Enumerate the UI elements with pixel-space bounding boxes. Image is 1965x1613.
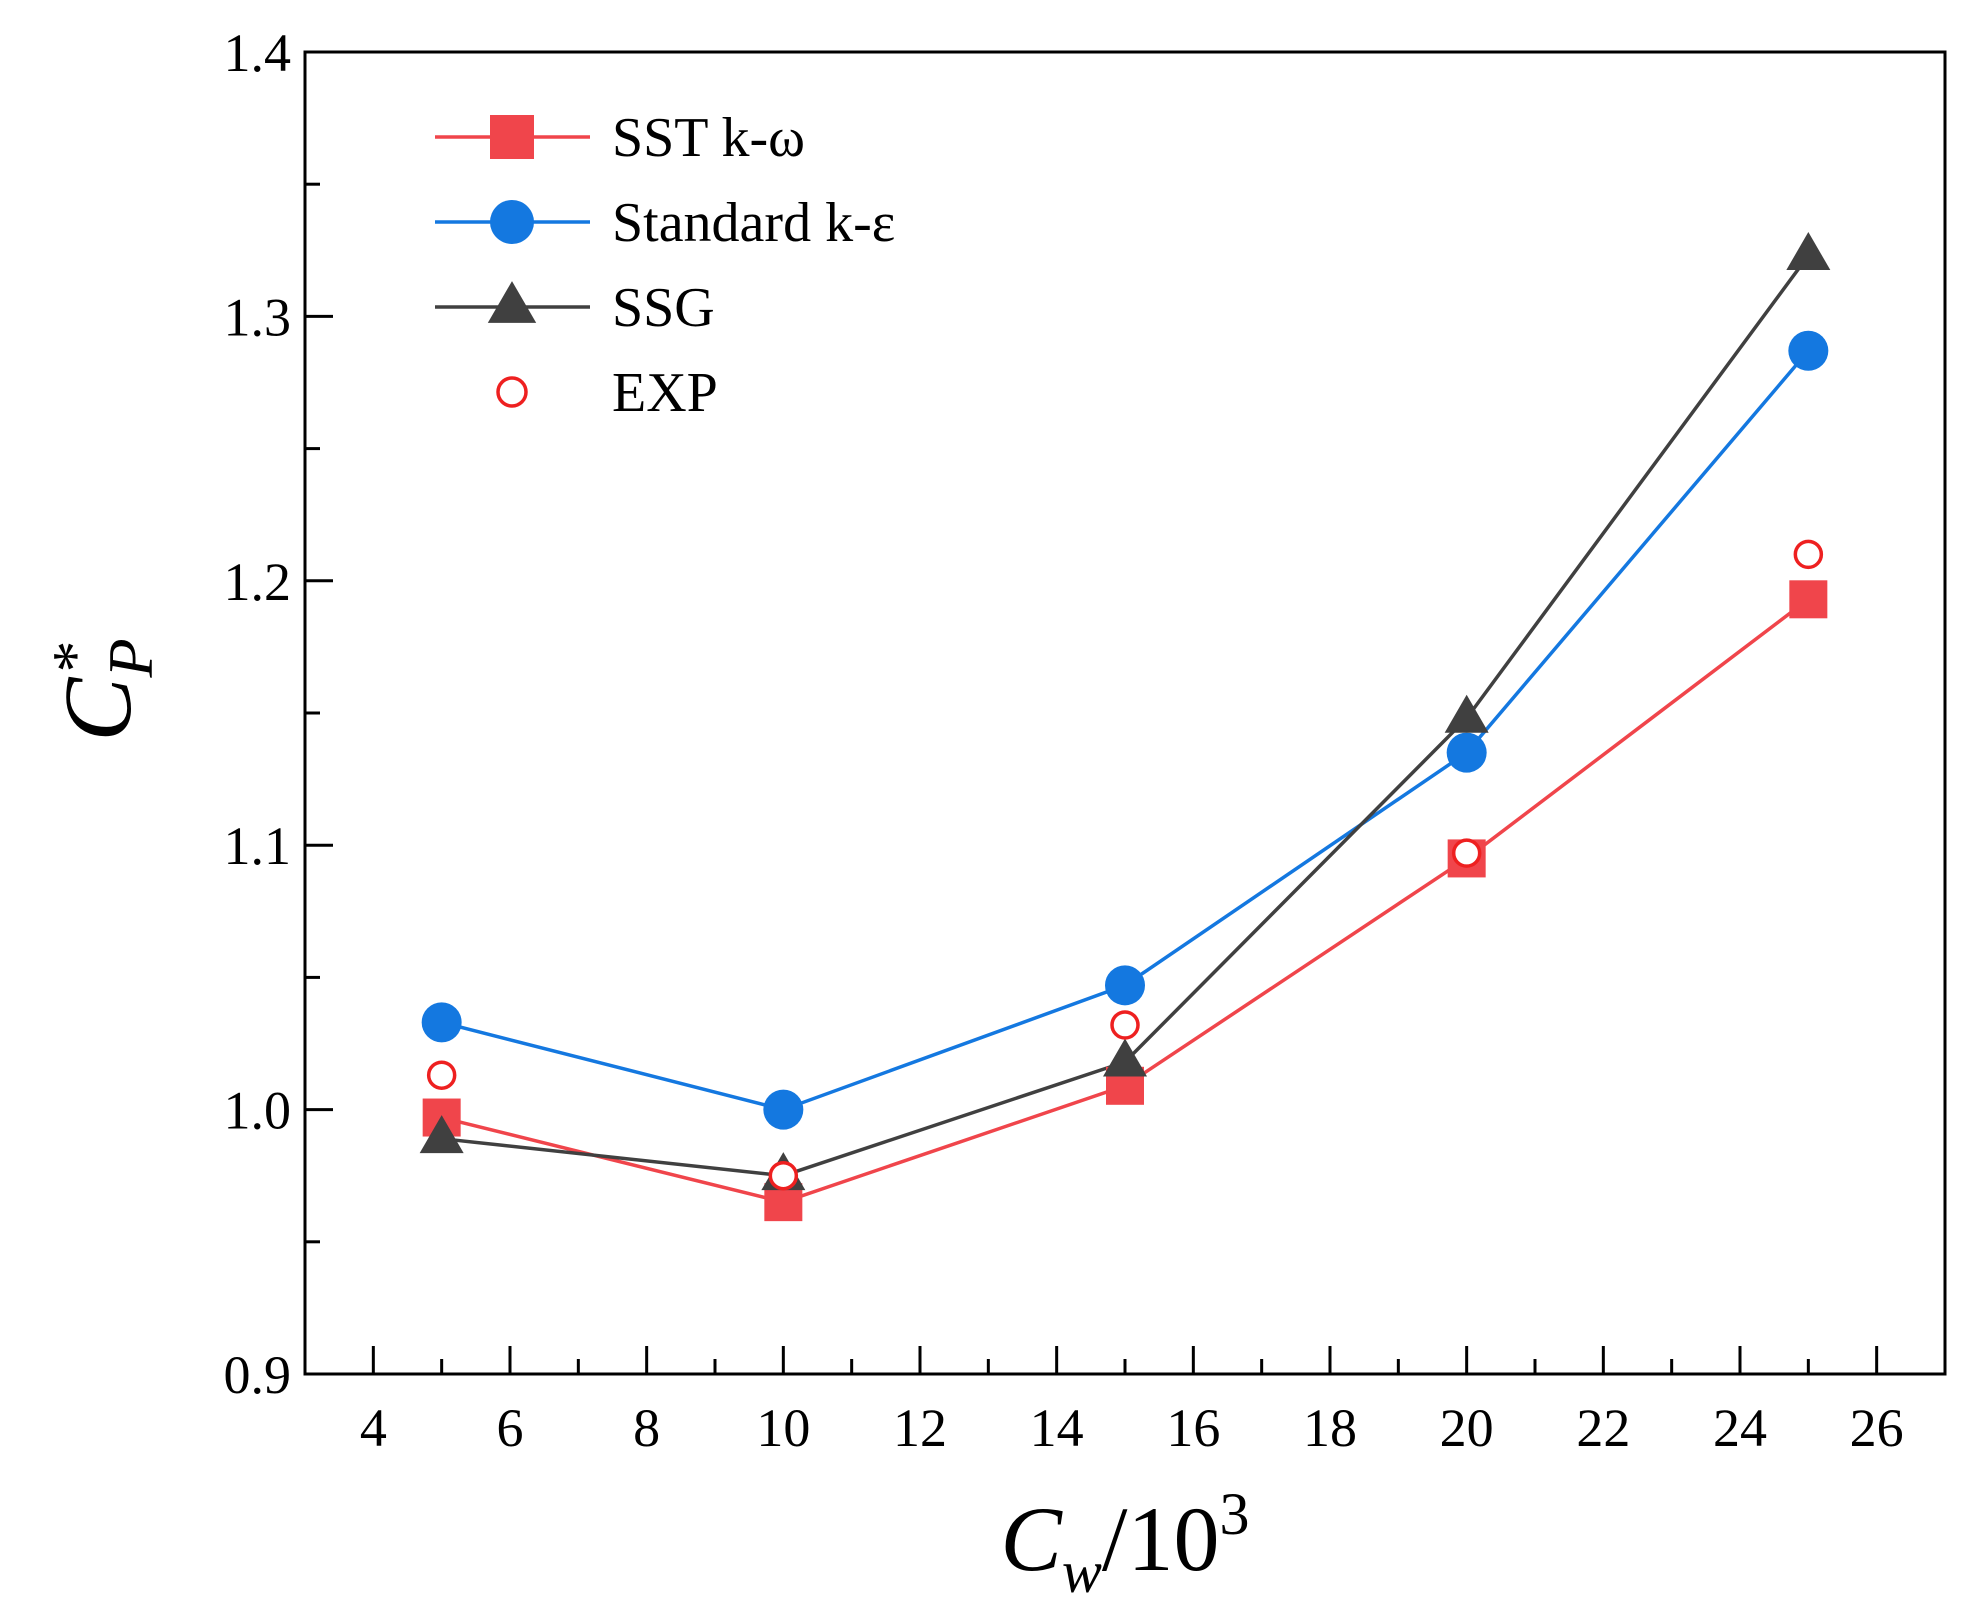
point-exp-3-5 xyxy=(426,1060,457,1090)
axes xyxy=(303,50,1947,1376)
point-exp-3-25 xyxy=(1793,539,1824,570)
point-ssg-2-5 xyxy=(419,1115,464,1154)
legend-marker-standard-k-1 xyxy=(490,200,534,244)
legend-label-standard-k-1: Standard k-ε xyxy=(612,192,895,254)
point-sst-k-0-25 xyxy=(1789,580,1828,619)
y-tick-label-1.3: 1.3 xyxy=(224,287,292,347)
x-tick-label-18: 18 xyxy=(1303,1398,1357,1458)
point-exp-3-15 xyxy=(1110,1010,1140,1040)
y-axis-title-sub: P xyxy=(95,638,166,678)
legend-label-sst-k-0: SST k-ω xyxy=(612,107,805,169)
x-axis-title: Cw/103 xyxy=(1001,1481,1250,1605)
legend-marker-sst-k-0 xyxy=(490,115,534,159)
series-line-sst-k-0 xyxy=(441,597,1810,1204)
point-ssg-2-15 xyxy=(1103,1038,1147,1077)
y-tick-label-1.1: 1.1 xyxy=(224,816,292,876)
x-tick-label-4: 4 xyxy=(360,1398,387,1458)
y-axis-title-sup: * xyxy=(39,640,110,672)
point-standard-k-1-5 xyxy=(421,1002,462,1043)
series-markers xyxy=(419,232,1831,1222)
legend: SST k-ω Standard k-ε SSG EXP xyxy=(435,107,895,424)
point-exp-3-10 xyxy=(768,1160,799,1191)
x-tick-label-14: 14 xyxy=(1030,1398,1084,1458)
x-tick-label-24: 24 xyxy=(1713,1398,1767,1458)
x-tick-label-10: 10 xyxy=(756,1398,810,1458)
legend-marker-ssg-2 xyxy=(487,281,537,323)
x-tick-label-20: 20 xyxy=(1440,1398,1494,1458)
point-ssg-2-25 xyxy=(1786,232,1831,271)
x-tick-label-6: 6 xyxy=(497,1398,524,1458)
x-tick-label-16: 16 xyxy=(1166,1398,1220,1458)
x-tick-label-22: 22 xyxy=(1576,1398,1630,1458)
legend-label-exp-3: EXP xyxy=(612,362,718,424)
point-standard-k-1-10 xyxy=(763,1089,804,1130)
point-standard-k-1-25 xyxy=(1788,330,1829,371)
x-axis-title-suffix: /10 xyxy=(1102,1488,1220,1590)
x-axis-title-base: C xyxy=(1001,1488,1064,1590)
x-tick-label-12: 12 xyxy=(893,1398,947,1458)
legend-label-ssg-2: SSG xyxy=(612,277,715,339)
point-standard-k-1-20 xyxy=(1446,732,1487,773)
point-ssg-2-20 xyxy=(1444,694,1489,733)
y-axis-title: CP* xyxy=(39,638,166,741)
y-tick-label-1.2: 1.2 xyxy=(224,552,292,612)
x-axis-title-sub: w xyxy=(1062,1539,1102,1605)
y-tick-label-0.9: 0.9 xyxy=(224,1345,292,1405)
y-axis-title-base: C xyxy=(44,677,151,742)
y-tick-label-1.4: 1.4 xyxy=(224,23,292,83)
x-axis-title-sup: 3 xyxy=(1219,1481,1249,1547)
point-standard-k-1-15 xyxy=(1105,965,1145,1006)
y-tick-label-1: 1.0 xyxy=(224,1081,292,1141)
legend-marker-exp-3 xyxy=(496,376,528,408)
x-tick-label-26: 26 xyxy=(1850,1398,1904,1458)
ticks: 4 6 8 10 12 14 16 18 20 22 24 26 0.9 1.0 1.1 1.2 1.3 1.4 xyxy=(224,23,1904,1458)
plot-frame xyxy=(303,50,1947,1376)
x-tick-label-8: 8 xyxy=(633,1398,660,1458)
point-exp-3-20 xyxy=(1451,838,1482,868)
